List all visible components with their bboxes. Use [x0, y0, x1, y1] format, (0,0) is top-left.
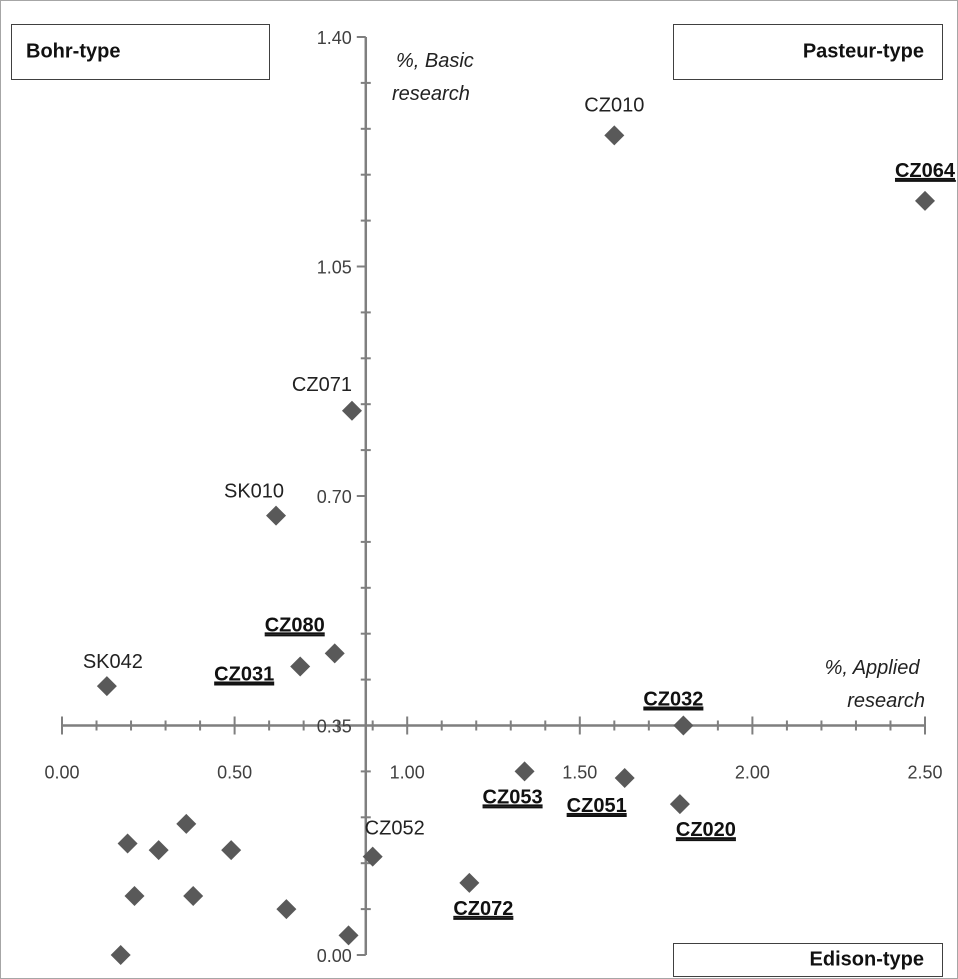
- data-point-marker: [124, 885, 145, 906]
- axes: [61, 36, 926, 956]
- data-point-marker: [459, 872, 480, 893]
- edison-type-box: Edison-type: [673, 943, 943, 977]
- data-point-label: CZ071: [292, 374, 352, 396]
- x-tick-label: 0.50: [217, 763, 252, 783]
- data-point-label: CZ053: [483, 786, 543, 808]
- y-tick-label: 1.40: [317, 28, 352, 48]
- data-point-label: CZ010: [584, 94, 644, 116]
- data-point-marker: [183, 885, 204, 906]
- data-point-label: CZ020: [676, 819, 736, 841]
- x-axis-title: %, Applied research: [825, 657, 925, 712]
- data-point-label: SK010: [224, 481, 284, 503]
- data-point-label: CZ064: [895, 160, 956, 182]
- data-point-marker: [290, 656, 311, 677]
- data-points: [96, 125, 935, 965]
- data-point-label: CZ032: [643, 689, 703, 711]
- y-tick-label: 0.00: [317, 946, 352, 966]
- data-point-marker: [96, 676, 117, 697]
- data-point-marker: [614, 767, 635, 788]
- x-tick-label: 2.00: [735, 763, 770, 783]
- data-point-label: CZ051: [567, 795, 627, 817]
- bohr-type-label: Bohr-type: [26, 40, 121, 63]
- data-point-label: CZ072: [453, 898, 513, 920]
- bohr-type-box: Bohr-type: [11, 24, 270, 80]
- y-tick-label: 1.05: [317, 258, 352, 278]
- tick-labels: 0.00 0.35 0.70 1.05 1.40 0.00 0.50 1.00 1.50 2.00…: [44, 28, 942, 966]
- point-labels: CZ010 CZ064 CZ071 SK010 CZ080 CZ031 SK042 CZ032…: [83, 94, 956, 920]
- y-axis-title: %, Basic research: [392, 50, 479, 105]
- data-point-marker: [148, 840, 169, 861]
- data-point-label: CZ031: [214, 663, 274, 685]
- data-point-marker: [604, 125, 625, 146]
- x-tick-label: 2.50: [907, 763, 942, 783]
- data-point-marker: [915, 190, 935, 211]
- y-tick-label: 0.35: [317, 717, 352, 737]
- data-point-marker: [324, 643, 345, 664]
- data-point-marker: [117, 833, 138, 854]
- data-point-marker: [338, 925, 359, 946]
- data-point-marker: [669, 794, 690, 815]
- data-point-marker: [514, 761, 535, 782]
- data-point-label: CZ052: [365, 818, 425, 840]
- data-point-marker: [673, 715, 694, 736]
- data-point-label: SK042: [83, 651, 143, 673]
- data-point-marker: [362, 846, 383, 867]
- data-point-marker: [110, 945, 131, 965]
- x-tick-label: 1.00: [390, 763, 425, 783]
- x-tick-label: 0.00: [44, 763, 79, 783]
- data-point-marker: [341, 400, 362, 421]
- edison-type-label: Edison-type: [809, 948, 924, 971]
- pasteur-type-box: Pasteur-type: [673, 24, 943, 80]
- data-point-marker: [266, 505, 287, 526]
- x-tick-label: 1.50: [562, 763, 597, 783]
- data-point-marker: [176, 813, 197, 834]
- data-point-marker: [276, 899, 297, 920]
- y-tick-label: 0.70: [317, 487, 352, 507]
- data-point-label: CZ080: [265, 614, 325, 636]
- data-point-marker: [221, 840, 242, 861]
- pasteur-type-label: Pasteur-type: [802, 40, 924, 63]
